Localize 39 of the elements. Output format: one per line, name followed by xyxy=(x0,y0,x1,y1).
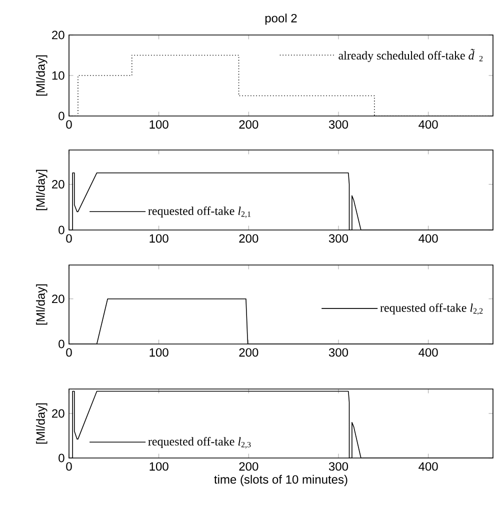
legend-label: requested off-take l$_{2,3}$ xyxy=(148,436,251,448)
chart-title: pool 2 xyxy=(265,14,297,25)
y-tick-label: 20 xyxy=(52,294,64,304)
x-tick-label: 100 xyxy=(150,348,168,357)
x-tick-label: 0 xyxy=(66,462,72,471)
x-tick-label: 200 xyxy=(239,120,258,129)
y-axis-title: [Ml/day] xyxy=(36,403,48,444)
x-tick-label: 200 xyxy=(239,234,258,243)
y-tick-label: 20 xyxy=(52,180,64,189)
y-tick-label: 0 xyxy=(58,340,64,348)
y-axis-title: [Ml/day] xyxy=(36,170,48,210)
x-tick-label: 0 xyxy=(66,120,72,129)
y-tick-label: 10 xyxy=(52,71,64,80)
x-tick-label: 200 xyxy=(239,348,258,357)
legend-label: requested off-take l$_{2,2}$ xyxy=(380,303,483,315)
legend-label: already scheduled off-take d̃$_{2}$ xyxy=(338,48,483,62)
y-tick-label: 0 xyxy=(58,454,64,462)
x-tick-label: 300 xyxy=(328,348,348,357)
x-axis-title: time (slots of 10 minutes) xyxy=(214,474,348,486)
x-tick-label: 100 xyxy=(150,120,168,129)
x-tick-label: 400 xyxy=(418,348,438,357)
y-tick-label: 20 xyxy=(52,30,64,40)
y-tick-label: 20 xyxy=(52,409,64,418)
y-axis-title: [Ml/day] xyxy=(36,55,48,96)
y-tick-label: 0 xyxy=(58,226,64,234)
x-tick-label: 0 xyxy=(66,234,72,243)
x-tick-label: 400 xyxy=(418,234,438,243)
x-tick-label: 200 xyxy=(239,462,258,471)
legend-label: requested off-take l$_{2,1}$ xyxy=(148,206,251,218)
y-tick-label: 0 xyxy=(58,112,64,120)
x-tick-label: 400 xyxy=(418,462,438,471)
x-tick-label: 300 xyxy=(328,120,348,129)
x-tick-label: 100 xyxy=(150,234,168,243)
x-tick-label: 400 xyxy=(418,120,438,129)
x-tick-label: 300 xyxy=(328,234,348,243)
x-tick-label: 300 xyxy=(328,462,348,471)
y-axis-title: [Ml/day] xyxy=(36,284,48,325)
x-tick-label: 0 xyxy=(66,348,72,357)
x-tick-label: 100 xyxy=(150,462,168,471)
